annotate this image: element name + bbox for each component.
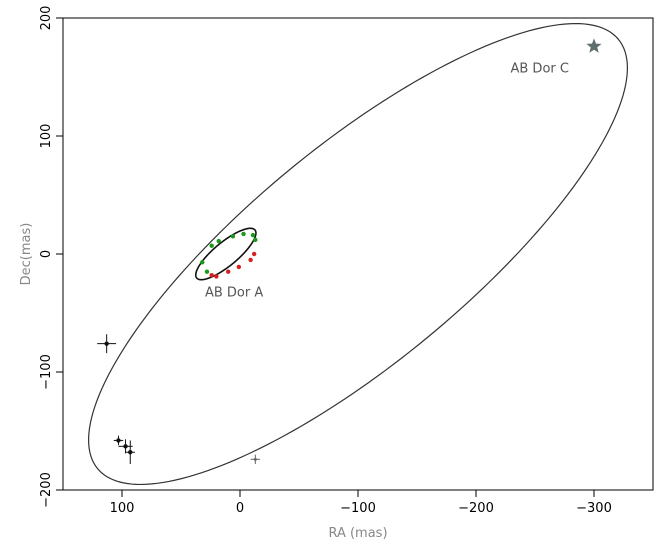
y-tick-label: 100: [39, 124, 54, 149]
data-point: [123, 444, 128, 449]
x-tick-label: −200: [458, 501, 494, 516]
data-point: [251, 251, 257, 257]
orbit-outer: [87, 22, 629, 486]
y-tick-label: −100: [39, 354, 54, 390]
data-point: [248, 257, 253, 263]
data-point: [209, 273, 214, 278]
x-axis-label: RA (mas): [328, 526, 387, 541]
y-axis-ticks: −200 −100 0 100 200: [39, 6, 63, 508]
orbit-inner: [194, 227, 257, 281]
data-point: [250, 232, 256, 238]
y-tick-label: −200: [39, 472, 54, 508]
y-axis-label: Dec(mas): [19, 223, 34, 286]
data-point: [236, 264, 242, 270]
y-tick-label: 0: [39, 250, 54, 258]
plot-area: [62, 17, 654, 491]
data-point: [216, 238, 221, 244]
data-point: [214, 274, 219, 279]
orbit-curves: [87, 22, 629, 486]
annotation-ab-dor-c: AB Dor C: [510, 61, 568, 76]
star-point: [586, 38, 602, 53]
error-bars: [97, 334, 261, 465]
data-point: [226, 269, 231, 274]
data-point: [253, 237, 258, 243]
data-point: [253, 457, 257, 461]
data-point: [230, 234, 236, 239]
data-point: [241, 231, 246, 237]
x-tick-label: 0: [236, 501, 244, 516]
data-point: [116, 438, 121, 443]
y-tick-label: 200: [39, 6, 54, 31]
x-axis-ticks: 100 0 −100 −200 −300: [110, 490, 612, 516]
data-points: [104, 38, 602, 461]
x-tick-label: −300: [576, 501, 612, 516]
data-point: [128, 450, 133, 455]
x-tick-label: 100: [110, 501, 135, 516]
data-point: [209, 243, 214, 248]
data-point: [204, 269, 210, 274]
x-tick-label: −100: [340, 501, 376, 516]
data-point: [200, 260, 205, 265]
data-point: [104, 341, 109, 346]
annotation-ab-dor-a: AB Dor A: [205, 285, 263, 300]
